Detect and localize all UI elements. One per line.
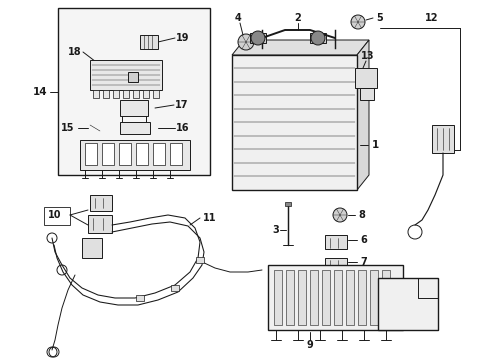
Bar bbox=[273, 270, 282, 325]
Bar bbox=[297, 270, 305, 325]
Bar bbox=[128, 72, 138, 82]
Bar bbox=[80, 140, 190, 170]
Text: 10: 10 bbox=[48, 210, 61, 220]
Bar bbox=[90, 60, 162, 90]
Polygon shape bbox=[377, 278, 437, 330]
Text: 2: 2 bbox=[294, 13, 301, 23]
Bar bbox=[58, 8, 209, 175]
Circle shape bbox=[350, 15, 364, 29]
Polygon shape bbox=[356, 40, 368, 190]
Bar bbox=[85, 143, 97, 165]
Bar bbox=[170, 143, 182, 165]
Bar bbox=[381, 270, 389, 325]
Bar bbox=[153, 143, 164, 165]
Text: 18: 18 bbox=[68, 47, 81, 57]
Bar bbox=[346, 270, 353, 325]
Bar bbox=[113, 90, 119, 98]
Text: 19: 19 bbox=[176, 33, 189, 43]
Text: 13: 13 bbox=[361, 51, 374, 61]
Bar bbox=[44, 207, 70, 225]
Text: 14: 14 bbox=[33, 87, 47, 97]
Bar bbox=[354, 68, 376, 88]
Bar bbox=[93, 90, 99, 98]
Polygon shape bbox=[231, 40, 368, 55]
Bar bbox=[136, 295, 143, 301]
Text: 15: 15 bbox=[61, 123, 75, 133]
Circle shape bbox=[310, 31, 325, 45]
Bar bbox=[136, 143, 148, 165]
Bar bbox=[90, 195, 112, 211]
Bar bbox=[309, 270, 317, 325]
Text: 8: 8 bbox=[358, 210, 365, 220]
Bar bbox=[325, 235, 346, 249]
Text: 3: 3 bbox=[272, 225, 279, 235]
Bar bbox=[357, 270, 365, 325]
Bar bbox=[140, 35, 158, 49]
Text: 11: 11 bbox=[203, 213, 216, 223]
Bar bbox=[325, 258, 346, 272]
Bar bbox=[142, 90, 149, 98]
Bar bbox=[333, 270, 341, 325]
Circle shape bbox=[238, 34, 253, 50]
Bar bbox=[285, 270, 293, 325]
Circle shape bbox=[332, 208, 346, 222]
Bar bbox=[102, 143, 114, 165]
Bar bbox=[153, 90, 159, 98]
Bar bbox=[369, 270, 377, 325]
Bar bbox=[82, 238, 102, 258]
Bar bbox=[249, 33, 265, 43]
Bar bbox=[196, 257, 203, 263]
Bar bbox=[120, 122, 150, 134]
Text: 4: 4 bbox=[234, 13, 241, 23]
Bar bbox=[171, 285, 179, 291]
Bar bbox=[321, 270, 329, 325]
Bar bbox=[133, 90, 139, 98]
Bar bbox=[119, 143, 131, 165]
Bar bbox=[103, 90, 109, 98]
Text: 5: 5 bbox=[376, 13, 383, 23]
Bar bbox=[377, 278, 437, 330]
Bar bbox=[123, 90, 129, 98]
Text: 16: 16 bbox=[176, 123, 189, 133]
Bar bbox=[359, 88, 373, 100]
Bar bbox=[231, 55, 356, 190]
Bar bbox=[267, 265, 402, 330]
Text: 6: 6 bbox=[360, 235, 366, 245]
Text: 7: 7 bbox=[360, 257, 366, 267]
Bar bbox=[431, 125, 453, 153]
Text: 9: 9 bbox=[306, 340, 313, 350]
Bar bbox=[88, 215, 112, 233]
Bar bbox=[120, 100, 148, 116]
Text: 17: 17 bbox=[175, 100, 188, 110]
Bar bbox=[309, 33, 325, 43]
Circle shape bbox=[250, 31, 264, 45]
Text: 12: 12 bbox=[425, 13, 438, 23]
Text: 1: 1 bbox=[370, 140, 378, 150]
Bar bbox=[285, 202, 290, 206]
